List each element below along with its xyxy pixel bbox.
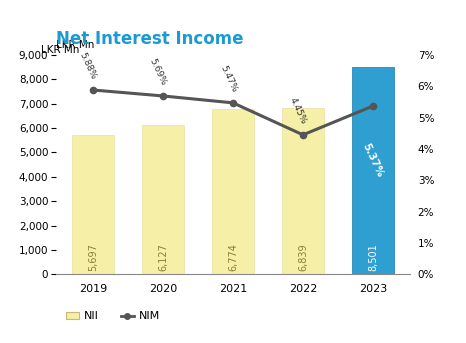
Bar [282,108,324,274]
Text: 6,839: 6,839 [298,243,308,271]
Bar [72,135,114,274]
Bar [352,67,394,274]
Text: 4.45%: 4.45% [288,96,308,126]
Text: 6,774: 6,774 [228,243,238,271]
Text: 8,501: 8,501 [368,243,378,271]
Text: LKR Mn: LKR Mn [41,45,79,55]
Text: Net Interest Income: Net Interest Income [56,30,243,48]
Text: 5.88%: 5.88% [78,51,98,81]
Bar [142,125,184,274]
Text: 5.37%: 5.37% [361,142,385,179]
Text: 5.47%: 5.47% [218,64,238,94]
Text: 6,127: 6,127 [158,243,168,271]
Text: 5,697: 5,697 [88,243,98,271]
Legend: NII, NIM: NII, NIM [62,307,164,326]
Bar [212,109,254,274]
Text: LKR Mn: LKR Mn [56,40,94,50]
Text: 5.69%: 5.69% [148,57,168,87]
